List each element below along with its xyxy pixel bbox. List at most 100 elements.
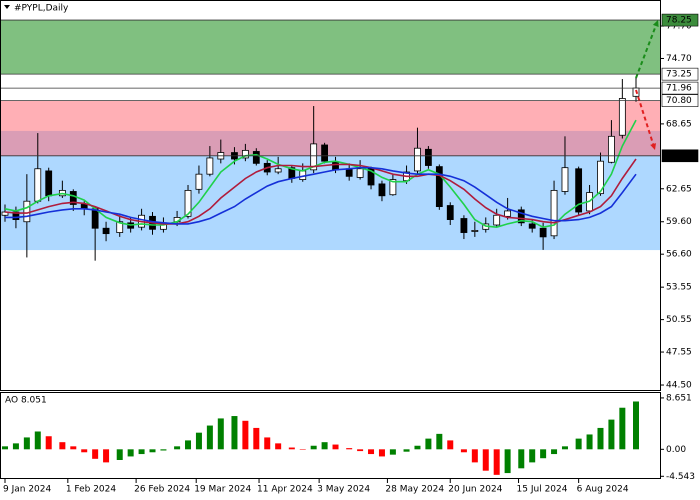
x-tick-label: 1 Feb 2024	[66, 485, 117, 495]
ao-bar	[127, 449, 134, 457]
ao-bar	[518, 449, 525, 469]
y-tick-label: -4.543	[666, 472, 695, 482]
candle-body	[241, 149, 249, 159]
y-tick-label: 68.65	[666, 119, 692, 129]
level-label-box	[661, 67, 699, 81]
ao-bar	[425, 438, 432, 450]
ao-bar	[103, 449, 110, 463]
candle-body	[310, 143, 318, 171]
candle-body	[45, 170, 53, 197]
y-tick-label: 74.70	[666, 54, 692, 64]
candle-body	[435, 166, 443, 208]
ao-bar	[633, 401, 639, 450]
ao-bar	[436, 433, 443, 450]
x-tick-label: 19 Mar 2024	[194, 485, 251, 495]
candle-body	[424, 148, 432, 166]
x-tick-label: 15 Jul 2024	[517, 485, 568, 495]
ao-bar	[529, 449, 536, 463]
candle-body	[116, 221, 124, 233]
ao-bar	[116, 449, 123, 461]
forecast-arrow-head	[652, 20, 659, 27]
ao-bar	[389, 449, 396, 455]
ao-bar	[378, 449, 385, 457]
candle-body	[102, 227, 110, 235]
menu-icon[interactable]	[4, 5, 10, 9]
ao-bar	[403, 449, 410, 452]
ao-bar	[540, 449, 547, 459]
level-label-box	[661, 94, 699, 107]
ao-bar	[242, 420, 249, 450]
forecast-arrow	[635, 19, 659, 79]
candle-body	[34, 168, 42, 202]
level-label-box	[661, 81, 699, 95]
candle-body	[561, 167, 569, 192]
candle-body	[414, 147, 421, 172]
y-tick-label: 62.65	[666, 184, 692, 194]
candle-body	[608, 135, 615, 163]
level-label: 73.25	[666, 70, 692, 80]
ao-bar	[206, 425, 213, 450]
level-label-box	[661, 13, 699, 27]
y-tick-label: 50.55	[666, 315, 692, 325]
forecast-arrow	[635, 89, 656, 151]
candle-body	[91, 208, 99, 229]
ao-bar	[460, 449, 467, 453]
candle-body	[23, 200, 31, 223]
candle-body	[539, 227, 547, 238]
level-label: 78.25	[666, 16, 692, 26]
ao-bar	[357, 449, 364, 452]
ao-bar	[264, 437, 271, 450]
ao-bar	[138, 449, 145, 455]
ao-bar	[414, 445, 421, 450]
y-tick-label: 44.50	[666, 381, 692, 391]
candle-body	[367, 168, 375, 186]
ao-bar	[619, 407, 626, 450]
x-tick-label: 20 Jun 2024	[448, 485, 502, 495]
y-tick-label: 8.651	[666, 393, 692, 403]
forecast-arrow-head	[650, 143, 656, 150]
candle-body	[493, 214, 501, 226]
candle-body	[504, 210, 512, 217]
candle-body	[389, 179, 397, 196]
ao-bar	[185, 440, 192, 450]
x-tick-label: 3 May 2024	[317, 485, 370, 495]
candle-body	[252, 151, 260, 164]
candle-body	[618, 98, 626, 136]
ao-bar	[160, 449, 167, 451]
candle-body	[550, 189, 558, 237]
y-tick-label: 59.60	[666, 217, 692, 227]
ao-bar	[493, 449, 500, 475]
ao-bar	[92, 449, 99, 459]
level-label-box	[661, 149, 699, 163]
ao-bar	[288, 447, 295, 450]
ao-bar	[597, 427, 604, 450]
zone	[1, 100, 660, 156]
ao-bar	[561, 446, 568, 450]
ao-bar	[275, 443, 282, 450]
ao-bar	[504, 449, 511, 474]
chart-title: #PYPL,Daily	[14, 4, 69, 14]
ao-frame	[0, 392, 661, 479]
candle-body	[378, 183, 386, 197]
x-tick-label: 6 Aug 2024	[577, 485, 629, 495]
price-panel	[1, 19, 660, 261]
candle-body	[332, 161, 339, 171]
candle-body	[460, 218, 468, 233]
candle-body	[206, 157, 214, 175]
ao-bar	[447, 440, 454, 450]
candle-body	[471, 229, 479, 232]
ao-bar	[70, 446, 77, 450]
candle-body	[69, 191, 77, 205]
ao-bar	[299, 449, 306, 450]
ao-bar	[321, 442, 328, 450]
ao-bar	[346, 448, 353, 450]
ao-bar	[34, 431, 41, 450]
ao-bar	[368, 449, 375, 455]
candle-body	[597, 160, 604, 195]
ao-bar	[45, 436, 52, 450]
ao-bar	[195, 432, 202, 450]
candle-body	[575, 168, 583, 213]
candle-body	[517, 209, 525, 224]
level-label: 71.96	[666, 84, 692, 94]
